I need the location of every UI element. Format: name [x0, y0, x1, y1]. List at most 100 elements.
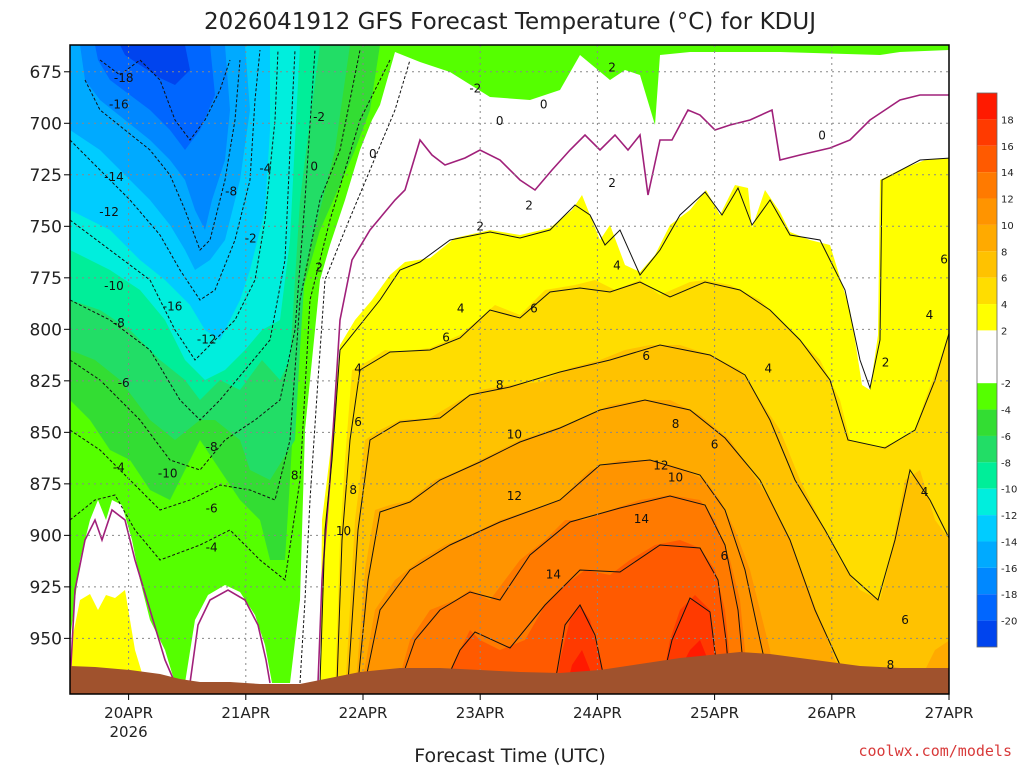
contour-label: 6: [901, 613, 909, 627]
colorbar-tick-label: 12: [1001, 195, 1014, 206]
y-tick-label: 675: [30, 63, 62, 83]
contour-zero-mid: [189, 589, 271, 684]
contour-label: -16: [109, 98, 129, 112]
contour-zero-left: [70, 508, 176, 684]
contour-label: 12: [507, 489, 522, 503]
colorbar-tick-label: -18: [1001, 590, 1017, 601]
contour-dashed-3: [70, 49, 261, 301]
colorbar-swatch: [977, 435, 997, 463]
contour-label: 8: [496, 378, 504, 392]
x-tick-label: 26APR: [807, 704, 856, 722]
contour-label: 4: [764, 361, 772, 375]
x-tick-label: 25APR: [690, 704, 739, 722]
colorbar-tick-label: -8: [1001, 458, 1011, 469]
colorbar-tick-label: 4: [1001, 300, 1007, 311]
colorbar-tick-label: -12: [1001, 511, 1017, 522]
contour-label: 10: [668, 471, 683, 485]
colorbar-swatch: [977, 172, 997, 199]
colorbar-tick-label: -14: [1001, 537, 1017, 548]
contour-label: 14: [546, 568, 561, 582]
contour-label: 2: [476, 219, 484, 233]
colorbar-swatch: [977, 119, 997, 146]
credit-text: coolwx.com/models: [858, 742, 1012, 760]
gridlines: [70, 45, 949, 694]
colorbar-tick-label: 6: [1001, 274, 1007, 285]
contour-dashed-1: [99, 59, 231, 141]
colorbar-tick-label: -2: [1001, 379, 1011, 390]
contour-label: 2: [525, 199, 533, 213]
contour-label: -4: [206, 541, 218, 555]
colorbar-frame: [976, 92, 998, 648]
contour-dashed-8: [70, 59, 391, 581]
band-yellow-left: [70, 590, 145, 683]
contour-label: 6: [642, 349, 650, 363]
x-tick-label: 22APR: [339, 704, 388, 722]
contour-dashed-2: [84, 59, 241, 251]
colorbar-swatch: [977, 198, 997, 225]
colorbar-swatch: [977, 93, 997, 120]
contour-dashed-6: [70, 49, 316, 471]
contour-12: [399, 495, 746, 686]
colorbar-tick-label: -20: [1001, 617, 1017, 628]
y-tick-label: 925: [30, 578, 62, 598]
colorbar-swatch: [977, 251, 997, 278]
contour-2: [319, 157, 949, 684]
contour-label: 6: [711, 438, 719, 452]
x-tick-label: 27APR: [925, 704, 974, 722]
colorbar-tick-label: -6: [1001, 432, 1011, 443]
terrain-ground: [70, 652, 949, 694]
contour-label: 6: [530, 302, 538, 316]
contour-label: -10: [104, 279, 124, 293]
contour-label: -2: [245, 232, 257, 246]
contour-label: 6: [721, 549, 729, 563]
colorbar-swatch: [977, 541, 997, 568]
colorbar-tick-label: -4: [1001, 406, 1011, 417]
contour-label: 2: [608, 176, 616, 190]
x-tick-label: 20APR: [104, 704, 153, 722]
y-tick-label: 875: [30, 475, 62, 495]
contour-dashed-7: [70, 49, 361, 511]
contour-label: 6: [940, 252, 948, 266]
y-axis-ticks: 675 700 725 750 775 800 825 850 875 900 925 950: [30, 63, 70, 649]
colorbar-swatch: [977, 224, 997, 252]
contour-label: 10: [336, 524, 351, 538]
y-tick-label: 900: [30, 526, 62, 546]
contour-label: 2: [608, 61, 616, 75]
x-tick-label: 24APR: [573, 704, 622, 722]
colorbar-tick-label: -10: [1001, 485, 1017, 496]
colorbar-swatch: [977, 145, 997, 173]
contour-label: 4: [926, 308, 934, 322]
contour-label: 0: [496, 114, 504, 128]
contour-label: 0: [818, 129, 826, 143]
colorbar-swatch: [977, 488, 997, 516]
contour-label: -4: [113, 460, 125, 474]
contour-label: -8: [206, 440, 218, 454]
colorbar-swatch: [977, 409, 997, 436]
contour-label: 8: [291, 469, 299, 483]
contour-label: -18: [114, 71, 134, 85]
contour-label: 8: [887, 658, 895, 672]
colorbar-tick-label: 8: [1001, 247, 1007, 258]
contour-label: -6: [118, 376, 130, 390]
contour-label: 2: [882, 355, 890, 369]
colorbar-tick-label: 16: [1001, 142, 1014, 153]
contour-dashed-5: [70, 49, 296, 421]
contour-label: 0: [540, 98, 548, 112]
colorbar-swatch: [977, 567, 997, 595]
contour-label: -4: [259, 162, 271, 176]
colorbar-swatch: [977, 515, 997, 542]
contour-14: [444, 544, 731, 686]
colorbar-swatch: [977, 304, 997, 331]
colorbar: 18 16 14 12 10 8 6 4 2 -2 -4 -6 -8 -10 -12 -14 -16 -18 -20: [976, 92, 1017, 648]
contour-label: 12: [653, 458, 668, 472]
plot-area: [70, 45, 949, 694]
contour-label: 8: [672, 417, 680, 431]
colorbar-swatch: [977, 620, 997, 647]
x-tick-year: 2026: [110, 723, 148, 741]
contour-4: [336, 281, 949, 684]
colorbar-swatch: [977, 330, 997, 384]
x-axis-label: Forecast Time (UTC): [414, 745, 605, 767]
contour-label: 0: [369, 147, 377, 161]
colorbar-tick-label: 10: [1001, 221, 1014, 232]
